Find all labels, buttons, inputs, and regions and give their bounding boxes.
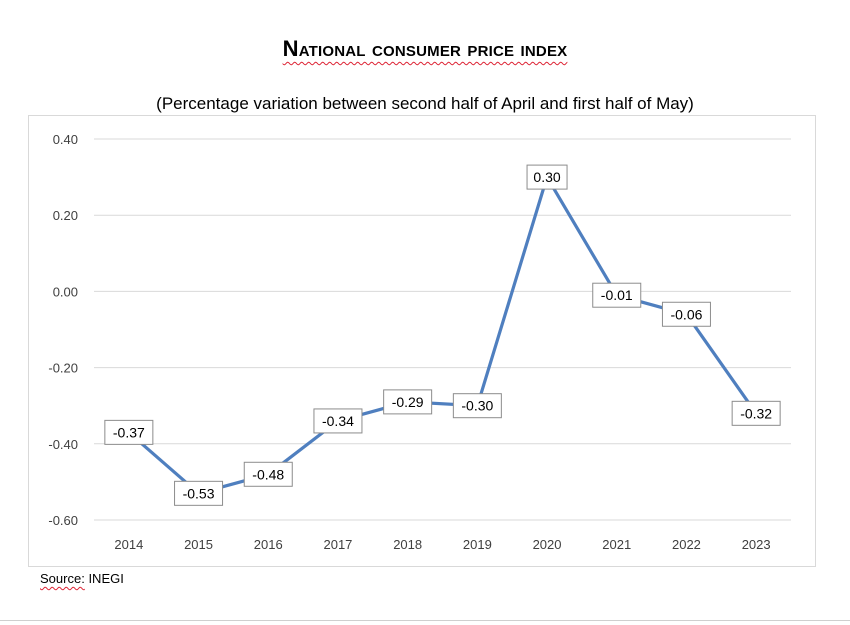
data-label: -0.34 xyxy=(313,408,363,434)
x-tick-label: 2017 xyxy=(323,537,352,552)
data-label: -0.29 xyxy=(383,389,433,415)
data-labels: -0.37 -0.53 -0.48 -0.34 -0.29 -0.30 0.30 -0.01 -… xyxy=(104,164,781,506)
data-label-text: -0.48 xyxy=(252,466,284,482)
data-label: -0.06 xyxy=(661,301,711,327)
x-tick-label: 2021 xyxy=(602,537,631,552)
data-label: -0.37 xyxy=(104,419,154,445)
data-label: -0.01 xyxy=(592,282,642,308)
data-label-text: -0.30 xyxy=(461,398,493,414)
data-label-text: -0.29 xyxy=(392,394,424,410)
x-tick-label: 2016 xyxy=(254,537,283,552)
data-label-box xyxy=(174,480,224,506)
data-label-text: -0.37 xyxy=(113,424,145,440)
data-label-text: -0.01 xyxy=(601,287,633,303)
source-prefix: Source: xyxy=(40,571,85,586)
data-label-text: -0.06 xyxy=(670,306,702,322)
data-label-box xyxy=(313,408,363,434)
data-label-text: 0.30 xyxy=(533,169,560,185)
chart-title: National consumer price index xyxy=(0,36,850,62)
data-label: -0.48 xyxy=(243,461,293,487)
y-tick-label: 0.40 xyxy=(53,132,78,147)
x-tick-label: 2019 xyxy=(463,537,492,552)
source-note: Source: INEGI xyxy=(40,571,124,586)
chart-subtitle: (Percentage variation between second hal… xyxy=(156,94,694,113)
chart-frame xyxy=(28,115,816,567)
y-axis-tick-labels: 0.40 0.20 0.00 -0.20 -0.40 -0.60 xyxy=(48,132,78,528)
data-label-box xyxy=(661,301,711,327)
data-label-box xyxy=(452,393,502,419)
data-label-box xyxy=(383,389,433,415)
data-label-box xyxy=(104,419,154,445)
x-tick-label: 2015 xyxy=(184,537,213,552)
data-label-text: -0.32 xyxy=(740,405,772,421)
data-label-box xyxy=(526,164,568,190)
y-tick-label: -0.20 xyxy=(48,361,78,376)
y-tick-label: -0.40 xyxy=(48,437,78,452)
gridlines xyxy=(94,138,791,521)
series-lines xyxy=(127,175,758,495)
bottom-divider xyxy=(0,620,850,621)
x-tick-label: 2020 xyxy=(533,537,562,552)
data-label-box xyxy=(731,400,781,426)
y-tick-label: -0.60 xyxy=(48,513,78,528)
source-name: INEGI xyxy=(88,571,124,586)
x-axis-tick-labels: 2014 2015 2016 2017 2018 2019 2020 2021 2022 2023 xyxy=(114,537,770,552)
data-label-box xyxy=(592,282,642,308)
data-label: 0.30 xyxy=(526,164,568,190)
y-tick-label: 0.00 xyxy=(53,284,78,299)
data-label-text: -0.34 xyxy=(322,413,354,429)
data-label-box xyxy=(243,461,293,487)
data-label-text: -0.53 xyxy=(183,485,215,501)
x-tick-label: 2022 xyxy=(672,537,701,552)
data-label: -0.30 xyxy=(452,393,502,419)
data-label: -0.53 xyxy=(174,480,224,506)
y-tick-label: 0.20 xyxy=(53,208,78,223)
x-tick-label: 2014 xyxy=(114,537,143,552)
series-line xyxy=(127,175,758,495)
x-tick-label: 2018 xyxy=(393,537,422,552)
x-tick-label: 2023 xyxy=(742,537,771,552)
chart-title-text: National consumer price index xyxy=(282,36,568,61)
data-label: -0.32 xyxy=(731,400,781,426)
